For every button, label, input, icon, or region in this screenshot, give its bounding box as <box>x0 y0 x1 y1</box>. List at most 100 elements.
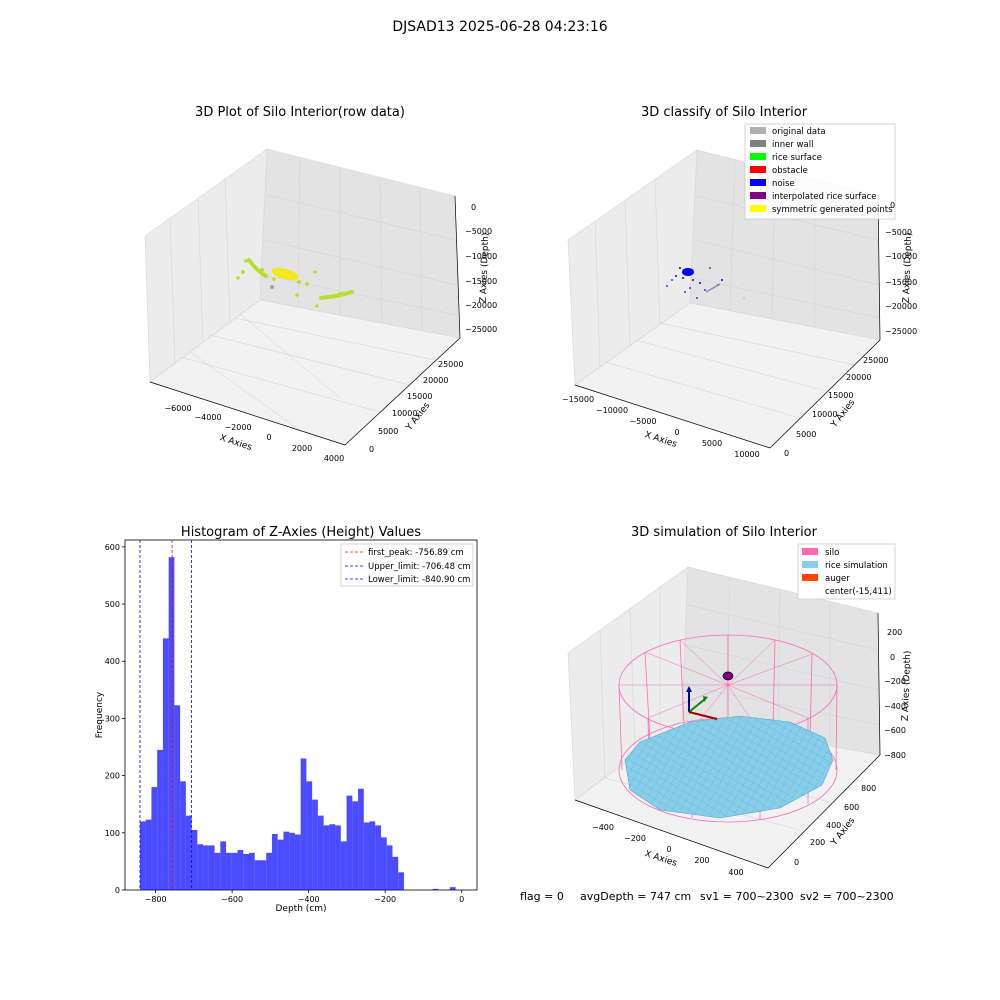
hist-y-ticks: 0 100 200 300 400 500 600 <box>105 543 125 895</box>
hist-x-ticks: −800 −600 −400 −200 0 <box>145 890 464 904</box>
hist-ytick-label: 500 <box>105 600 120 609</box>
legend-swatch-auger <box>802 574 818 581</box>
legend-swatch-inner-wall <box>750 140 766 147</box>
legend-label-symmetric: symmetric generated points <box>772 205 893 215</box>
panel2-ytick: 15000 <box>828 391 853 400</box>
panel2-xtick: −5000 <box>629 417 656 426</box>
legend-label-center: center(-15,411) <box>825 587 892 597</box>
hist-bar <box>369 821 376 890</box>
legend-swatch-rice-surface <box>750 153 766 160</box>
panel2-points <box>666 267 745 299</box>
hist-xtick-label: −800 <box>145 895 167 904</box>
hist-xlabel: Depth (cm) <box>275 904 326 914</box>
panel2-title: 3D classify of Silo Interior <box>641 105 808 120</box>
panel1-ztick: −5000 <box>465 227 492 236</box>
hist-bar <box>220 841 227 890</box>
hist-legend-upper-limit: Upper_limit: -706.48 cm <box>368 562 471 572</box>
panel4-ztick: −800 <box>884 751 906 760</box>
panel1-z-ticks: 0 −5000 −10000 −15000 −20000 −25000 Z Ax… <box>465 203 497 334</box>
panel4-title: 3D simulation of Silo Interior <box>631 525 818 540</box>
panel4-xtick: 0 <box>666 845 671 854</box>
hist-bar <box>139 821 146 890</box>
hist-bar <box>237 849 244 890</box>
panel4-ztick: 0 <box>890 653 895 662</box>
legend-label-rice-simulation: rice simulation <box>825 561 888 571</box>
panel1-zlabel: Z Axies (Depth) <box>479 233 491 304</box>
hist-xtick-label: 0 <box>459 895 464 904</box>
hist-bar <box>432 888 439 890</box>
hist-ytick-label: 100 <box>105 829 120 838</box>
panel1-ytick: 5000 <box>378 427 398 436</box>
hist-bar <box>243 853 250 890</box>
panel2-xtick: −10000 <box>596 406 628 415</box>
panel1-ytick: 0 <box>369 445 374 454</box>
legend-swatch-silo <box>802 548 818 555</box>
panel2-ztick: −5000 <box>885 228 912 237</box>
hist-bar <box>203 845 209 890</box>
legend-swatch-symmetric <box>750 205 766 212</box>
hist-ytick-label: 400 <box>105 657 120 666</box>
legend-swatch-original-data <box>750 127 766 134</box>
status-avg-depth: avgDepth = 747 cm <box>580 890 691 903</box>
panel4-xtick: −400 <box>592 823 614 832</box>
hist-bar <box>294 834 301 890</box>
hist-bar <box>271 833 278 890</box>
hist-bar <box>174 705 181 890</box>
panel4-ytick: 800 <box>861 784 876 793</box>
panel4-xlabel: X Axies <box>643 849 678 869</box>
legend-label-silo: silo <box>825 548 839 558</box>
panel1-xtick: −2000 <box>224 423 251 432</box>
hist-xtick-label: −400 <box>298 895 320 904</box>
panel4-xtick: −200 <box>624 834 646 843</box>
status-line: flag = 0 avgDepth = 747 cm sv1 = 700~230… <box>520 890 894 903</box>
panel4-legend: silo rice simulation auger center(-15,41… <box>797 543 896 600</box>
legend-swatch-interpolated <box>750 192 766 199</box>
legend-label-original-data: original data <box>772 127 826 137</box>
panel1-ztick: −20000 <box>465 301 497 310</box>
hist-bar <box>168 557 175 890</box>
hist-bar <box>323 825 330 890</box>
hist-bar <box>449 887 456 890</box>
panel2-ztick: −10000 <box>885 252 917 261</box>
hist-ytick-label: 600 <box>105 543 120 552</box>
panel1-dense-cluster <box>271 267 299 281</box>
hist-bar <box>283 831 290 890</box>
hist-bar <box>249 852 255 890</box>
panel2-xlabel: X Axies <box>643 430 678 450</box>
hist-bar <box>392 856 399 890</box>
hist-bar <box>185 815 192 890</box>
hist-bar <box>358 788 364 890</box>
hist-bar <box>317 815 324 890</box>
hist-bar <box>329 824 336 890</box>
panel4-xtick: 200 <box>694 856 709 865</box>
hist-bar <box>277 839 284 890</box>
panel4-ytick: 400 <box>826 821 841 830</box>
panel1-points <box>236 258 354 308</box>
panel1-ztick: 0 <box>471 203 476 212</box>
hist-bar <box>363 822 370 890</box>
panel4-ztick: 200 <box>887 628 902 637</box>
panel2-zlabel: Z Axies (Depth) <box>902 233 914 304</box>
panel4-auger-axes <box>686 686 718 720</box>
hist-bar <box>226 852 232 890</box>
hist-bar <box>340 841 347 890</box>
hist-bar <box>254 860 261 890</box>
hist-bar <box>191 829 198 890</box>
hist-legend-lower-limit: Lower_limit: -840.90 cm <box>368 575 470 585</box>
hist-bar <box>162 638 169 890</box>
hist-ytick-label: 200 <box>105 772 120 781</box>
hist-bar <box>312 799 318 890</box>
hist-legend-first-peak: first_peak: -756.89 cm <box>368 548 464 558</box>
hist-bar <box>352 801 359 890</box>
panel4-ztick: −400 <box>884 702 906 711</box>
panel1-xtick: −4000 <box>194 413 221 422</box>
legend-label-rice-surface: rice surface <box>772 153 822 163</box>
legend-swatch-obstacle <box>750 166 766 173</box>
legend-label-obstacle: obstacle <box>772 166 808 176</box>
panel-histogram: Histogram of Z-Axies (Height) Values 0 10… <box>95 525 478 914</box>
legend-swatch-rice-simulation <box>802 561 818 568</box>
panel4-zlabel: Z Axies (Depth) <box>901 651 913 722</box>
hist-legend: first_peak: -756.89 cm Upper_limit: -706… <box>340 543 474 587</box>
hist-bar <box>231 852 238 890</box>
